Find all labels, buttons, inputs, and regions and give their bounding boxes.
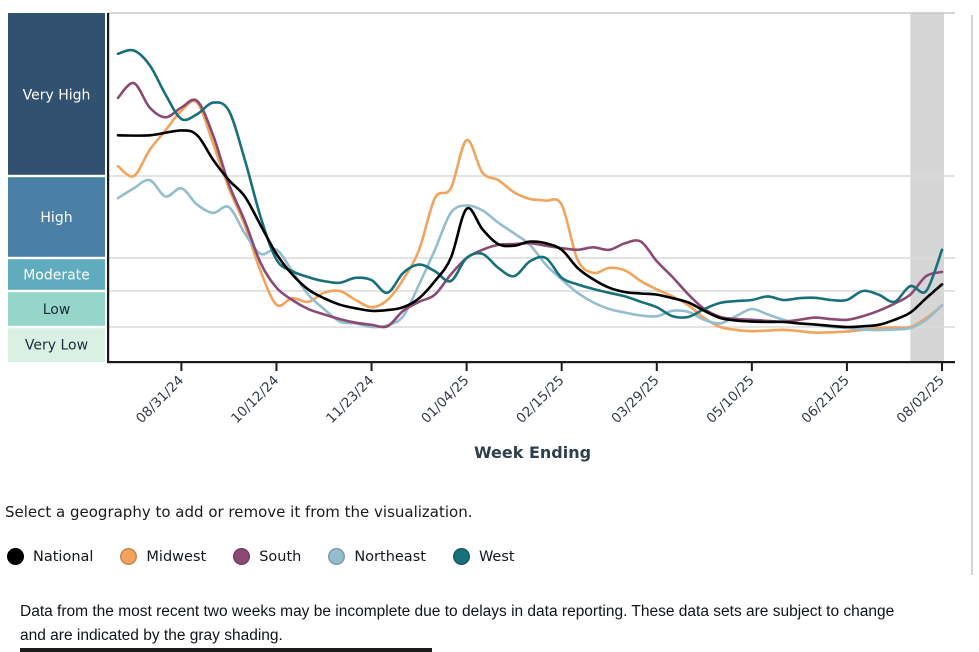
series-line-midwest <box>116 99 944 334</box>
level-band-label-moderate: Moderate <box>23 268 90 284</box>
legend-label: National <box>33 548 94 565</box>
legend-label: West <box>478 548 515 565</box>
band-separator <box>8 325 105 329</box>
band-separator <box>8 174 105 178</box>
legend-label: South <box>259 548 302 565</box>
level-band-label-high: High <box>40 210 72 226</box>
cutoff-text-top <box>20 648 432 652</box>
legend-item-northeast[interactable]: Northeast <box>328 548 426 565</box>
x-tick-label: 06/21/25 <box>799 373 853 427</box>
level-band-high <box>8 176 105 258</box>
x-tick-label: 11/23/24 <box>323 373 377 427</box>
select-geography-prompt: Select a geography to add or remove it f… <box>5 503 473 521</box>
level-band-low <box>8 291 105 327</box>
level-band-label-very-high: Very High <box>23 88 91 104</box>
series-line-south <box>116 81 944 329</box>
series-line-west <box>116 48 944 319</box>
level-band-moderate <box>8 258 105 291</box>
x-tick-label: 01/04/25 <box>418 373 472 427</box>
legend-item-midwest[interactable]: Midwest <box>120 548 206 565</box>
x-tick-label: 05/10/25 <box>703 373 757 427</box>
x-axis-title: Week Ending <box>474 443 591 462</box>
legend-label: Northeast <box>354 548 426 565</box>
legend-label: Midwest <box>146 548 207 565</box>
x-tick-label: 02/15/25 <box>513 373 567 427</box>
legend-dot-national <box>7 548 24 565</box>
level-band-label-very-low: Very Low <box>25 338 88 354</box>
right-divider-line <box>971 15 973 575</box>
legend-dot-midwest <box>120 548 138 565</box>
level-band-label-low: Low <box>43 302 71 318</box>
trend-chart-svg: Very High High Moderate Low Very Low 08/31/24… <box>8 12 955 462</box>
legend-dot-west <box>452 548 470 565</box>
x-tick-label: 03/29/25 <box>608 373 662 427</box>
level-band-very-high <box>8 13 105 176</box>
recent-data-shading <box>910 13 944 361</box>
x-tick-label: 08/31/24 <box>133 373 187 427</box>
x-tick-label: 10/12/24 <box>228 373 282 427</box>
legend-dot-northeast <box>328 548 346 565</box>
level-band-very-low <box>8 327 105 362</box>
x-tick-label: 08/02/25 <box>894 373 948 427</box>
x-axis-line <box>107 361 955 364</box>
legend-item-south[interactable]: South <box>233 548 301 565</box>
wastewater-activity-chart: Very High High Moderate Low Very Low 08/31/24… <box>8 12 955 462</box>
legend-dot-south <box>233 548 251 565</box>
band-separator <box>8 256 105 260</box>
geography-legend: National Midwest South Northeast West <box>7 548 515 565</box>
band-separator <box>8 289 105 293</box>
legend-item-national[interactable]: National <box>7 548 93 565</box>
series-line-national <box>116 129 944 329</box>
y-axis-line <box>107 13 110 362</box>
legend-item-west[interactable]: West <box>452 548 515 565</box>
reporting-delay-footnote: Data from the most recent two weeks may … <box>20 603 895 645</box>
series-line-northeast <box>116 178 944 332</box>
